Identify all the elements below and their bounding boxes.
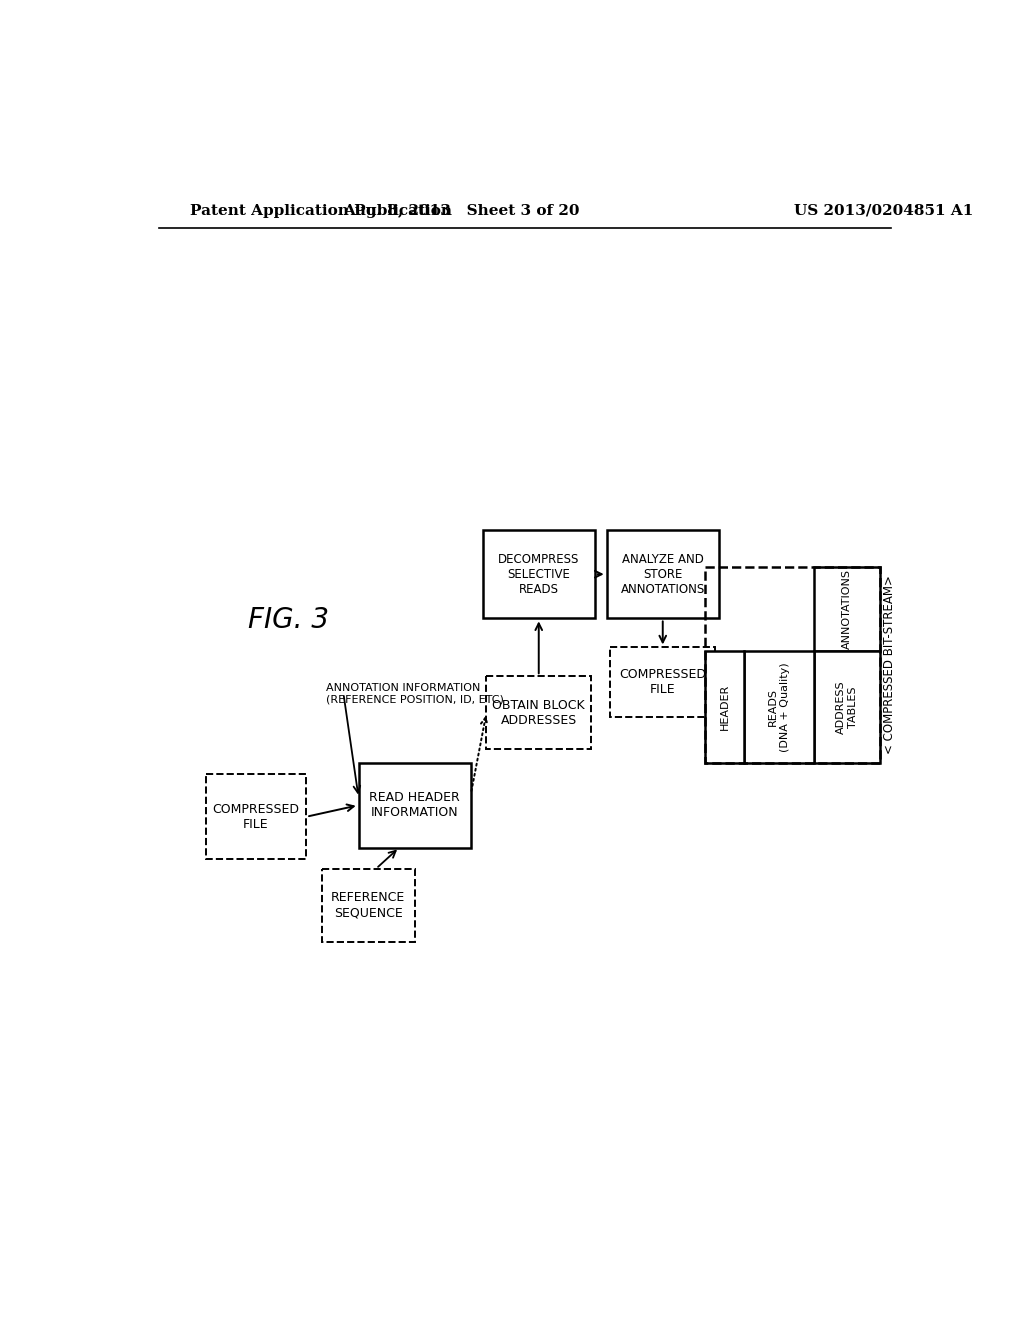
Text: US 2013/0204851 A1: US 2013/0204851 A1 [795, 203, 974, 218]
Text: Aug. 8, 2013   Sheet 3 of 20: Aug. 8, 2013 Sheet 3 of 20 [343, 203, 580, 218]
Bar [610, 647, 715, 717]
Bar [814, 566, 880, 651]
Text: ADDRESS
TABLES: ADDRESS TABLES [836, 680, 858, 734]
Bar [706, 651, 744, 763]
Bar [486, 676, 591, 750]
Bar [322, 869, 415, 942]
Bar [206, 775, 306, 859]
Text: FIG. 3: FIG. 3 [248, 606, 329, 635]
Bar [744, 651, 814, 763]
Bar [358, 763, 471, 847]
Text: < COMPRESSED BIT-STREAM>: < COMPRESSED BIT-STREAM> [883, 576, 896, 754]
Bar [606, 529, 719, 619]
Text: READ HEADER
INFORMATION: READ HEADER INFORMATION [370, 791, 460, 820]
Text: ANALYZE AND
STORE
ANNOTATIONS: ANALYZE AND STORE ANNOTATIONS [621, 553, 705, 595]
Text: OBTAIN BLOCK
ADDRESSES: OBTAIN BLOCK ADDRESSES [493, 698, 585, 727]
Text: DECOMPRESS
SELECTIVE
READS: DECOMPRESS SELECTIVE READS [498, 553, 580, 595]
Bar [814, 651, 880, 763]
Text: COMPRESSED
FILE: COMPRESSED FILE [212, 803, 299, 830]
Text: HEADER: HEADER [720, 684, 730, 730]
Text: ANNOTATIONS: ANNOTATIONS [842, 569, 852, 649]
Bar [482, 529, 595, 619]
Text: REFERENCE
SEQUENCE: REFERENCE SEQUENCE [331, 891, 406, 919]
Text: ANNOTATION INFORMATION
(REFERENCE POSITION, ID, ETC): ANNOTATION INFORMATION (REFERENCE POSITI… [326, 682, 504, 705]
Text: READS
(DNA + Quality): READS (DNA + Quality) [768, 663, 790, 752]
Text: Patent Application Publication: Patent Application Publication [190, 203, 452, 218]
Text: COMPRESSED
FILE: COMPRESSED FILE [620, 668, 707, 696]
Bar [706, 566, 880, 763]
